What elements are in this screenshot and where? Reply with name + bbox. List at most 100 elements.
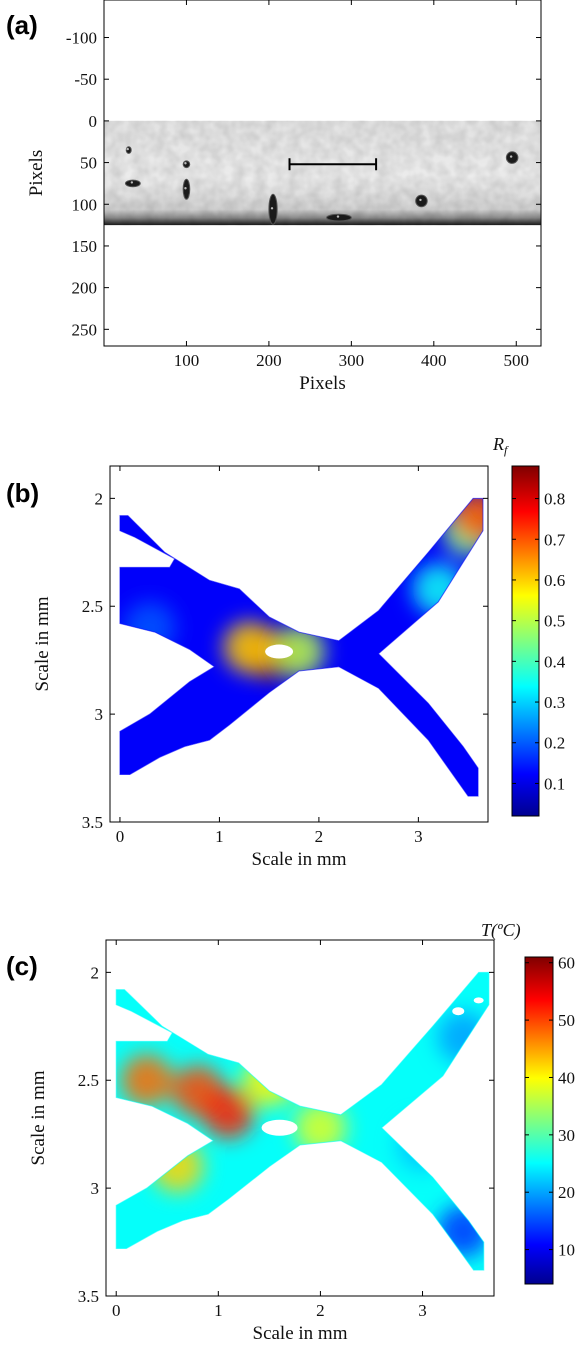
y-tick-label: 2: [95, 489, 104, 508]
droplet: [415, 194, 428, 208]
y-tick-label: 200: [72, 279, 98, 298]
x-tick-label: 300: [339, 351, 365, 370]
x-ticks-c: 0 1 2 3: [112, 940, 427, 1320]
y-tick-label: 0: [89, 112, 98, 131]
y-tick-label: 3: [91, 1179, 100, 1198]
hotspot: [151, 1140, 204, 1193]
masked-region: [265, 644, 294, 659]
hotspot: [123, 601, 176, 654]
panel-label-b: (b): [6, 478, 39, 508]
colorbar-tick-label: 20: [558, 1183, 575, 1202]
colorbar-rf: 0.1 0.2 0.3 0.4 0.5 0.6 0.7 0.8: [511, 465, 566, 817]
x-ticks-b: 0 1 2 3: [116, 466, 423, 846]
droplet-highlight: [184, 162, 187, 165]
droplet: [326, 213, 352, 222]
x-tick-label: 100: [174, 351, 200, 370]
panel-label-c: (c): [6, 951, 38, 981]
scale-bar: [288, 158, 378, 171]
x-tick-label: 3: [418, 1301, 427, 1320]
y-tick-label: 50: [80, 154, 97, 173]
droplet: [268, 193, 278, 225]
masked-region: [473, 997, 484, 1004]
x-tick-label: 0: [112, 1301, 121, 1320]
rf-map: [119, 497, 484, 797]
y-tick-label: 250: [72, 320, 98, 339]
droplet-highlight: [419, 198, 422, 202]
x-tick-label: 400: [421, 351, 447, 370]
droplet-features: [124, 146, 519, 225]
hotspot: [202, 1086, 255, 1139]
colorbar-tick-label: 0.4: [544, 652, 566, 671]
droplet-highlight: [509, 155, 513, 158]
colorbar-gradient: [511, 465, 540, 817]
camera-image: [104, 120, 541, 226]
colorbar-tick-label: 40: [558, 1068, 575, 1087]
colorbar-tick-label: 50: [558, 1011, 575, 1030]
droplet: [182, 178, 191, 200]
droplet: [124, 179, 141, 188]
colorbar-tick-label: 0.6: [544, 571, 565, 590]
y-tick-label: 2: [91, 963, 100, 982]
hotspot: [223, 621, 276, 674]
masked-region: [261, 1119, 298, 1136]
hotspot: [243, 1054, 296, 1107]
y-tick-label: 3.5: [78, 1287, 99, 1306]
droplet: [125, 146, 132, 154]
droplet-highlight: [270, 207, 274, 210]
droplet-highlight: [336, 215, 340, 218]
colorbar-tick-label: 0.7: [544, 530, 566, 549]
colorbar-temperature: 10 20 30 40 50 60: [524, 954, 575, 1285]
colorbar-tick-label: 0.2: [544, 734, 565, 753]
colorbar-tick-label: 60: [558, 954, 575, 973]
colorbar-tick-label: 10: [558, 1241, 575, 1260]
hotspot: [452, 498, 484, 542]
plot-frame-c: [105, 939, 495, 1297]
x-tick-label: 200: [256, 351, 282, 370]
y-ticks-a: -100 -50 0 50 100 150 200 250: [66, 29, 541, 339]
x-ticks-a: 100 200 300 400 500: [174, 0, 529, 370]
panel-c: (c) 0 1 2 3 2 2.5 3 3.5 Scale in mm Scale in m…: [6, 920, 575, 1344]
colorbar-gradient: [524, 956, 554, 1285]
y-tick-label: 3.5: [82, 813, 103, 832]
hotspot: [396, 1118, 449, 1171]
x-tick-label: 1: [214, 1301, 223, 1320]
colorbar-tick-label: 0.1: [544, 774, 565, 793]
panel-b: (b) 0 1 2 3 2 2.5 3 3.5 Scale in mm Scale in m…: [6, 434, 566, 870]
colorbar-tick-label: 0.8: [544, 490, 565, 509]
droplet-highlight: [126, 147, 129, 151]
y-ticks-b: 2 2.5 3 3.5: [82, 489, 488, 832]
y-axis-label-c: Scale in mm: [28, 1070, 49, 1165]
x-tick-label: 2: [315, 827, 324, 846]
y-axis-label-a: Pixels: [26, 150, 47, 196]
channel-edge: [119, 497, 484, 797]
droplet: [505, 151, 519, 164]
plot-frame-a: [103, 0, 542, 347]
colorbar-tick-label: 30: [558, 1126, 575, 1145]
x-tick-label: 500: [504, 351, 530, 370]
channel-edge: [115, 971, 490, 1271]
colorbar-title-rf: Rf: [492, 434, 509, 457]
temperature-map: [115, 971, 490, 1271]
colorbar-tick-label: 0.3: [544, 693, 565, 712]
hotspot: [412, 562, 465, 615]
image-noise: [104, 120, 541, 226]
plot-frame-b: [109, 465, 489, 823]
y-tick-label: 2.5: [78, 1071, 99, 1090]
hotspot: [273, 625, 325, 678]
hotspot: [120, 1054, 173, 1107]
colorbar-title-temperature: T(ºC): [481, 920, 521, 941]
hotspot: [294, 1101, 347, 1154]
y-axis-label-b: Scale in mm: [32, 596, 53, 691]
y-tick-label: -100: [66, 29, 97, 48]
x-tick-label: 0: [116, 827, 125, 846]
x-axis-label-b: Scale in mm: [252, 849, 347, 870]
y-ticks-c: 2 2.5 3 3.5: [78, 963, 494, 1306]
x-tick-label: 1: [215, 827, 224, 846]
y-tick-label: 3: [95, 705, 104, 724]
y-tick-label: 100: [72, 195, 98, 214]
colorbar-tick-label: 0.5: [544, 612, 565, 631]
x-axis-label-a: Pixels: [299, 373, 345, 394]
panel-a: (a) 100 200 300 400 500 -100 -50 0 50 100 150 200 2…: [6, 0, 542, 394]
masked-region: [452, 1007, 465, 1016]
